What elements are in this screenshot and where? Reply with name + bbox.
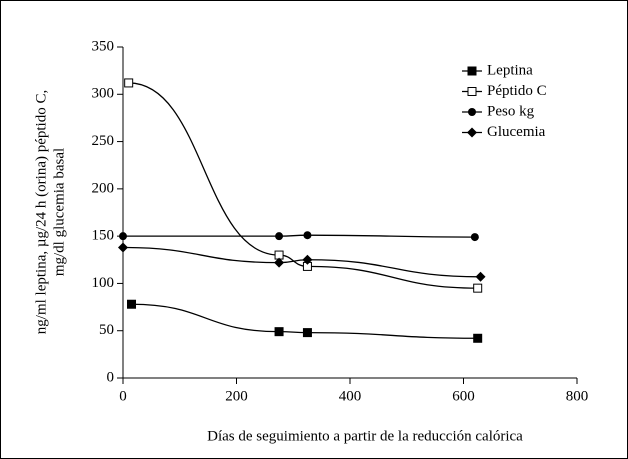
- y-axis-label: mg/dl glucemia basal: [51, 148, 67, 276]
- x-tick-label: 400: [339, 388, 362, 404]
- marker: [274, 257, 285, 268]
- legend-marker: [467, 127, 477, 138]
- marker: [118, 242, 128, 253]
- y-tick-label: 150: [92, 228, 115, 244]
- series-line: [131, 303, 478, 339]
- legend-marker: [467, 87, 477, 96]
- marker: [124, 78, 134, 88]
- marker: [119, 232, 127, 241]
- x-tick-label: 0: [119, 388, 127, 404]
- x-tick-label: 800: [566, 388, 589, 404]
- y-tick-label: 100: [92, 275, 115, 291]
- series-line: [122, 246, 481, 278]
- marker: [475, 271, 486, 282]
- y-tick-label: 300: [92, 86, 115, 102]
- marker: [302, 328, 312, 338]
- legend-label: Péptido C: [487, 83, 547, 99]
- y-tick-label: 50: [99, 322, 114, 338]
- x-tick-label: 200: [225, 388, 248, 404]
- legend-label: Leptina: [487, 62, 533, 78]
- marker: [303, 231, 312, 240]
- marker: [473, 283, 483, 293]
- x-axis-label: Días de seguimiento a partir de la reduc…: [207, 428, 523, 444]
- marker: [274, 327, 284, 337]
- y-axis-label: ng/ml leptina, µg/24 h (orina) péptido C…: [33, 90, 49, 334]
- marker: [470, 233, 479, 242]
- y-tick-label: 0: [107, 369, 115, 385]
- y-tick-label: 350: [92, 38, 115, 54]
- series-line: [123, 234, 475, 238]
- legend-marker: [467, 66, 477, 76]
- marker: [127, 299, 137, 309]
- marker: [275, 232, 284, 241]
- series-line: [128, 82, 478, 289]
- marker: [473, 333, 483, 343]
- x-tick-label: 600: [452, 388, 475, 404]
- marker: [302, 254, 313, 265]
- legend-label: Glucemia: [487, 124, 546, 140]
- legend-marker: [468, 108, 476, 116]
- legend-label: Peso kg: [487, 103, 535, 119]
- y-tick-label: 250: [92, 133, 115, 149]
- y-tick-label: 200: [92, 180, 115, 196]
